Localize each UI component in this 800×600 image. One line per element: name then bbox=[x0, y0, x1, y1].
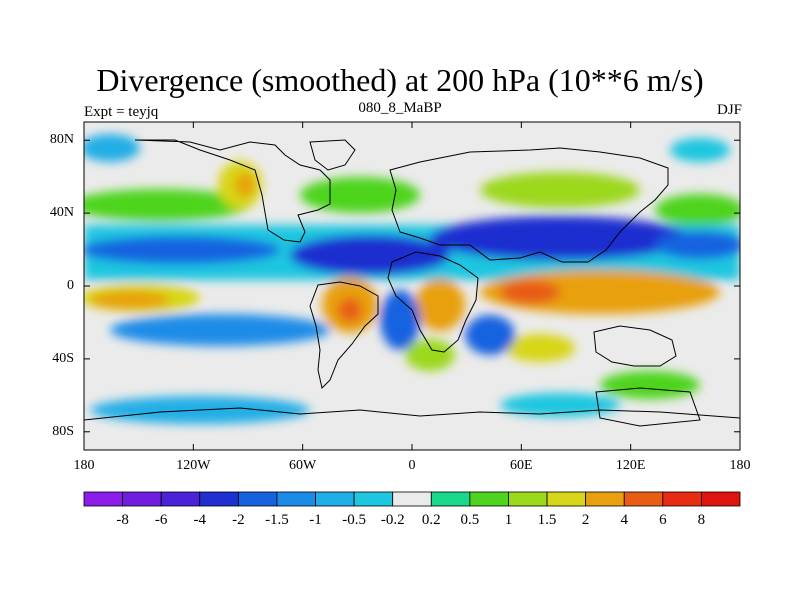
colorbar-swatch bbox=[508, 491, 548, 507]
colorbar-swatch bbox=[353, 491, 394, 507]
coast-australia bbox=[593, 325, 677, 367]
lon-tick-label: 180 bbox=[729, 458, 751, 473]
lon-tick-label: 60W bbox=[289, 458, 317, 473]
lat-tick-label: 40N bbox=[49, 205, 74, 221]
field-green-atl bbox=[300, 177, 420, 213]
lat-tick-label: 40S bbox=[52, 350, 74, 366]
lon-tick-label: 180 bbox=[73, 458, 95, 473]
coastlines bbox=[84, 139, 740, 427]
field-green-pac bbox=[655, 194, 740, 226]
colorbar-level-label: -0.5 bbox=[342, 512, 366, 528]
colorbar bbox=[83, 491, 741, 507]
lat-tick-label: 80S bbox=[52, 423, 74, 439]
field-yellow-sa-s bbox=[405, 339, 455, 371]
colorbar-swatch bbox=[469, 491, 509, 507]
axis-ticks bbox=[83, 122, 741, 450]
colorbar-swatch bbox=[430, 491, 471, 507]
field-blue-pac bbox=[655, 231, 740, 259]
colorbar-level-label: -4 bbox=[193, 512, 207, 528]
map-title: Divergence (smoothed) at 200 hPa (10**6 … bbox=[96, 62, 704, 98]
field-green-ant bbox=[600, 371, 700, 399]
colorbar-swatch bbox=[392, 491, 432, 507]
colorbar-level-label: -6 bbox=[154, 512, 168, 528]
coast-south-america bbox=[309, 281, 379, 389]
colorbar-level-label: -2 bbox=[232, 512, 245, 528]
experiment-label: Expt = teyjq bbox=[84, 104, 159, 120]
field-blue-south-c bbox=[465, 315, 515, 355]
colorbar-swatch bbox=[83, 491, 123, 507]
field-blue-asia bbox=[430, 216, 690, 260]
colorbar-level-label: 4 bbox=[620, 512, 628, 528]
field-orange-af bbox=[415, 279, 465, 331]
field-yellow-south bbox=[505, 334, 575, 362]
colorbar-swatch bbox=[122, 491, 162, 507]
coast-antarctic-e bbox=[595, 387, 701, 427]
colorbar-level-label: -8 bbox=[116, 512, 129, 528]
colorbar-swatch bbox=[623, 491, 664, 507]
colorbar-level-label: 0.5 bbox=[460, 512, 480, 528]
colorbar-level-label: 2 bbox=[581, 512, 590, 528]
field-blue-south-a bbox=[110, 314, 330, 346]
lat-tick-label: 80N bbox=[49, 132, 74, 148]
field-cyan-arctic-e bbox=[670, 138, 730, 162]
field-blue-west bbox=[84, 236, 280, 264]
period-label: 080_8_MaBP bbox=[358, 100, 442, 116]
colorbar-swatch bbox=[199, 491, 239, 507]
colorbar-level-label: 8 bbox=[697, 512, 706, 528]
field-red-sa bbox=[338, 298, 362, 322]
lon-tick-label: 0 bbox=[408, 458, 416, 473]
colorbar-swatch bbox=[585, 491, 625, 507]
colorbar-level-label: -0.2 bbox=[380, 512, 405, 528]
colorbar-swatch bbox=[701, 491, 741, 507]
lon-tick-label: 60E bbox=[510, 458, 533, 473]
colorbar-swatch bbox=[276, 491, 316, 507]
coast-africa bbox=[387, 251, 479, 353]
lat-tick-label: 0 bbox=[67, 278, 74, 293]
field-green-asia bbox=[480, 172, 640, 208]
field-cyan-arctic bbox=[84, 134, 140, 162]
field-orange-na bbox=[235, 173, 255, 197]
lon-tick-label: 120W bbox=[176, 458, 211, 473]
colorbar-level-label: 6 bbox=[659, 512, 667, 528]
lon-tick-label: 120E bbox=[615, 458, 646, 473]
field-blue-south-b bbox=[380, 290, 420, 350]
coast-north-america bbox=[134, 139, 331, 243]
season-label: DJF bbox=[716, 102, 742, 118]
colorbar-level-label: -1.5 bbox=[265, 512, 289, 528]
field-red-io bbox=[500, 280, 560, 304]
field-green-na bbox=[84, 189, 250, 221]
coast-greenland bbox=[309, 139, 356, 171]
colorbar-level-label: 0.2 bbox=[421, 512, 441, 528]
field-orange-trop-w bbox=[90, 291, 170, 309]
colorbar-swatch bbox=[662, 491, 702, 507]
colorbar-swatch bbox=[315, 491, 355, 507]
colorbar-swatch bbox=[546, 491, 587, 507]
colorbar-level-label: 1 bbox=[504, 512, 513, 528]
colorbar-level-label: -1 bbox=[309, 512, 322, 528]
field-blue-atl bbox=[290, 235, 450, 275]
coast-eurasia bbox=[389, 147, 669, 263]
colorbar-swatch bbox=[160, 491, 201, 507]
coast-antarctica bbox=[84, 407, 740, 421]
colorbar-level-label: 1.5 bbox=[537, 512, 557, 528]
divergence-field bbox=[84, 134, 740, 427]
colorbar-swatch bbox=[237, 491, 278, 507]
